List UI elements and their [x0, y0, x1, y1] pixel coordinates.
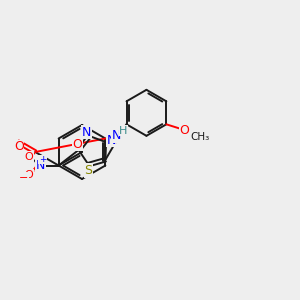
- Text: S: S: [85, 164, 92, 177]
- Text: O: O: [179, 124, 189, 137]
- Text: O: O: [24, 152, 33, 161]
- Text: CH₃: CH₃: [191, 132, 210, 142]
- Text: H: H: [119, 126, 128, 136]
- Text: N: N: [82, 126, 91, 139]
- Text: N: N: [112, 129, 121, 142]
- Text: O: O: [14, 140, 24, 154]
- Text: O: O: [72, 138, 82, 151]
- Text: −: −: [19, 172, 28, 182]
- Text: N: N: [36, 159, 45, 172]
- Text: +: +: [39, 155, 46, 164]
- Text: O: O: [24, 169, 33, 179]
- Text: N: N: [106, 134, 116, 147]
